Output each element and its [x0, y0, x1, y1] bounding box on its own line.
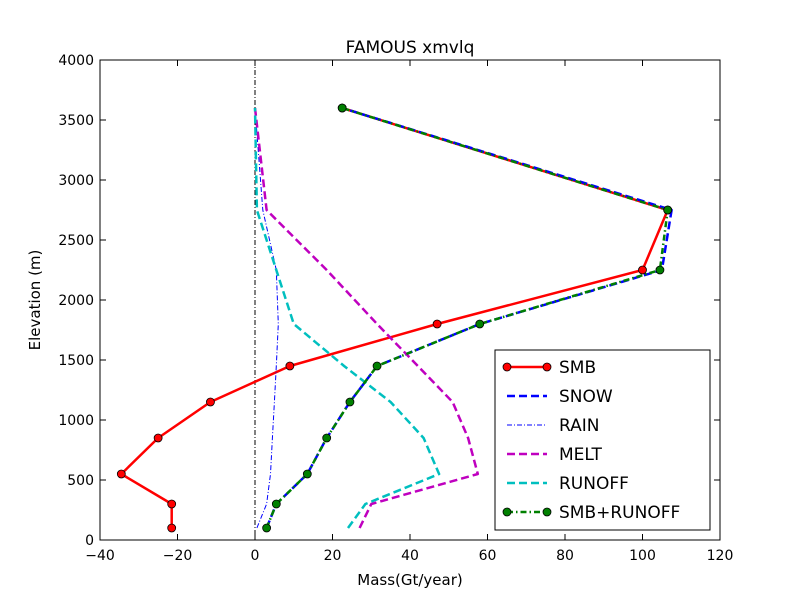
marker-smb: [206, 397, 215, 407]
y-tick-label: 1500: [58, 353, 94, 369]
marker-smb: [116, 469, 126, 479]
legend-box: [494, 349, 711, 531]
series-line-snow: [265, 106, 673, 529]
marker-smb-runoff: [262, 523, 272, 533]
marker-smb-runoff: [271, 499, 281, 509]
x-tick-label: −20: [163, 548, 193, 564]
legend-label: RUNOFF: [559, 474, 629, 494]
x-tick-label: 80: [556, 548, 574, 564]
chart-title: FAMOUS xmvlq: [346, 38, 475, 58]
axis-ticks: −40 −20 0 20 40 60 80 100 120 0 500 1000 1500 2000 250…: [58, 53, 733, 564]
y-tick-label: 2000: [58, 293, 94, 309]
x-tick-label: 40: [401, 548, 419, 564]
legend-label: RAIN: [559, 416, 599, 436]
marker-smb: [167, 499, 177, 509]
series-line-rain: [254, 107, 279, 529]
plot-area: [116, 60, 673, 540]
series-line-runoff: [253, 107, 441, 529]
marker-smb-runoff: [663, 205, 673, 215]
marker-smb-runoff: [475, 319, 485, 329]
marker-smb-runoff: [337, 103, 347, 113]
marker-smb: [638, 265, 647, 275]
legend-swatch-marker: [502, 507, 512, 517]
y-tick-label: 4000: [58, 53, 94, 69]
x-axis-label: Mass(Gt/year): [357, 571, 463, 589]
legend-swatch-marker: [542, 507, 552, 517]
marker-smb: [285, 361, 295, 371]
marker-smb: [167, 523, 177, 533]
y-tick-label: 0: [85, 533, 94, 549]
marker-smb-runoff: [322, 433, 332, 443]
x-tick-label: 100: [629, 548, 656, 564]
legend-label: SNOW: [559, 387, 613, 407]
marker-smb: [432, 319, 442, 329]
legend-label: MELT: [559, 445, 603, 465]
y-axis-label: Elevation (m): [26, 250, 44, 351]
legend: SMB SNOW RAIN MELT RUNOFF SMB+RUNOFF: [494, 349, 711, 531]
x-tick-label: −40: [85, 548, 115, 564]
legend-swatch-marker: [502, 362, 512, 372]
y-tick-label: 3500: [58, 113, 94, 129]
legend-label: SMB+RUNOFF: [559, 503, 680, 523]
x-tick-label: 120: [707, 548, 734, 564]
y-tick-label: 2500: [58, 233, 94, 249]
marker-smb: [153, 433, 163, 443]
marker-smb-runoff: [372, 361, 382, 371]
y-tick-label: 3000: [58, 173, 94, 189]
y-tick-label: 500: [67, 473, 94, 489]
legend-label: SMB: [559, 358, 596, 378]
x-tick-label: 60: [479, 548, 497, 564]
series-line-melt: [253, 107, 480, 529]
x-tick-label: 0: [251, 548, 260, 564]
marker-smb-runoff: [655, 265, 665, 275]
series-line-smb: [120, 106, 669, 528]
legend-swatch-marker: [542, 362, 552, 372]
series-line-smb-runoff: [265, 106, 669, 529]
x-tick-label: 20: [324, 548, 342, 564]
y-tick-label: 1000: [58, 413, 94, 429]
marker-smb-runoff: [302, 469, 312, 479]
marker-smb-runoff: [345, 397, 355, 407]
